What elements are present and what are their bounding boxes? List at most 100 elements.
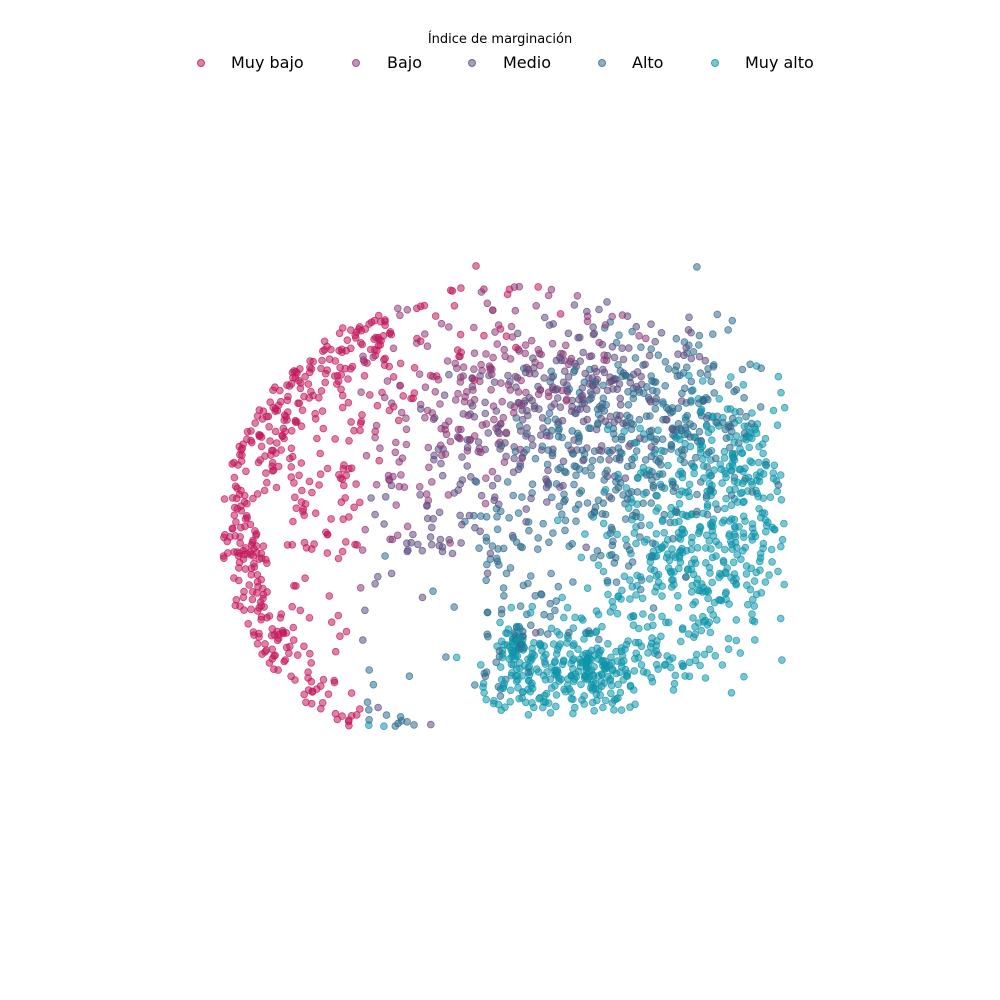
- scatter-point: [253, 571, 262, 579]
- scatter-point: [293, 651, 302, 659]
- scatter-point: [748, 595, 757, 604]
- scatter-point: [516, 427, 525, 435]
- scatter-point: [496, 618, 504, 627]
- scatter-point: [703, 370, 712, 379]
- scatter-point: [629, 389, 638, 398]
- scatter-point: [756, 549, 765, 558]
- scatter-point: [678, 389, 686, 398]
- scatter-point: [524, 579, 532, 588]
- scatter-point: [577, 680, 585, 689]
- scatter-point: [382, 711, 391, 719]
- scatter-point: [702, 414, 711, 423]
- scatter-point: [388, 535, 397, 544]
- scatter-point: [689, 600, 697, 609]
- scatter-point: [500, 591, 508, 600]
- scatter-point: [482, 474, 490, 483]
- legend-marker: [468, 59, 476, 67]
- scatter-point: [518, 415, 527, 424]
- scatter-point: [332, 380, 341, 388]
- scatter-point: [621, 665, 630, 674]
- scatter-point: [687, 387, 696, 395]
- scatter-point: [345, 721, 353, 730]
- scatter-point: [691, 453, 700, 462]
- scatter-point: [636, 533, 644, 541]
- scatter-point: [366, 345, 375, 354]
- scatter-point: [732, 580, 740, 589]
- scatter-point: [742, 435, 750, 444]
- scatter-point: [542, 483, 551, 492]
- scatter-point: [593, 547, 602, 555]
- scatter-point: [740, 429, 749, 438]
- scatter-point: [739, 529, 748, 537]
- scatter-point: [280, 416, 289, 425]
- scatter-point: [402, 425, 411, 434]
- scatter-point: [496, 663, 505, 671]
- scatter-point: [661, 357, 670, 366]
- scatter-point: [528, 396, 536, 405]
- scatter-point: [604, 590, 612, 599]
- scatter-point: [436, 441, 445, 450]
- scatter-point: [537, 590, 545, 598]
- scatter-point: [245, 581, 254, 589]
- scatter-point: [602, 356, 611, 365]
- scatter-point: [626, 595, 634, 603]
- scatter-point: [641, 360, 649, 369]
- scatter-point: [603, 466, 611, 475]
- scatter-point: [587, 352, 596, 360]
- scatter-point: [752, 568, 760, 577]
- scatter-point: [667, 503, 675, 512]
- scatter-point: [372, 480, 381, 489]
- scatter-point: [612, 695, 620, 703]
- scatter-point: [528, 441, 537, 450]
- scatter-point: [472, 478, 481, 486]
- scatter-point: [267, 446, 276, 455]
- scatter-point: [482, 695, 491, 704]
- scatter-point: [454, 389, 462, 398]
- scatter-point: [259, 542, 268, 550]
- scatter-point: [333, 371, 342, 380]
- scatter-point: [506, 697, 515, 706]
- scatter-point: [452, 653, 461, 662]
- scatter-point: [692, 650, 701, 659]
- scatter-point: [632, 322, 641, 331]
- scatter-point: [256, 456, 265, 464]
- scatter-point: [296, 384, 305, 393]
- scatter-point: [416, 490, 424, 499]
- scatter-point: [564, 373, 573, 381]
- scatter-point: [638, 594, 647, 603]
- scatter-point: [257, 549, 266, 558]
- scatter-point: [720, 545, 729, 554]
- scatter-point: [652, 583, 661, 591]
- scatter-point: [708, 518, 716, 527]
- scatter-point: [285, 649, 293, 657]
- scatter-point: [562, 639, 571, 647]
- scatter-point: [459, 363, 468, 372]
- scatter-point: [776, 614, 785, 623]
- scatter-point: [588, 456, 597, 465]
- scatter-point: [395, 482, 404, 491]
- scatter-point: [578, 696, 586, 704]
- scatter-point: [445, 370, 453, 379]
- scatter-point: [397, 408, 406, 417]
- scatter-point: [283, 396, 292, 405]
- scatter-point: [387, 569, 396, 578]
- scatter-point: [582, 543, 590, 552]
- scatter-point: [647, 452, 656, 461]
- scatter-point: [262, 412, 271, 421]
- scatter-point: [483, 560, 491, 569]
- scatter-point: [534, 382, 542, 391]
- scatter-point: [379, 331, 388, 340]
- scatter-point: [639, 610, 647, 618]
- scatter-point: [751, 425, 760, 434]
- scatter-point: [508, 333, 517, 341]
- scatter-point: [265, 422, 273, 431]
- scatter-point: [759, 494, 768, 503]
- scatter-point: [732, 432, 741, 440]
- scatter-point: [561, 526, 569, 535]
- scatter-point: [625, 442, 633, 450]
- scatter-point: [592, 627, 601, 635]
- scatter-point: [597, 670, 606, 678]
- scatter-point: [606, 689, 615, 698]
- scatter-point: [748, 488, 757, 496]
- scatter-point: [634, 624, 643, 633]
